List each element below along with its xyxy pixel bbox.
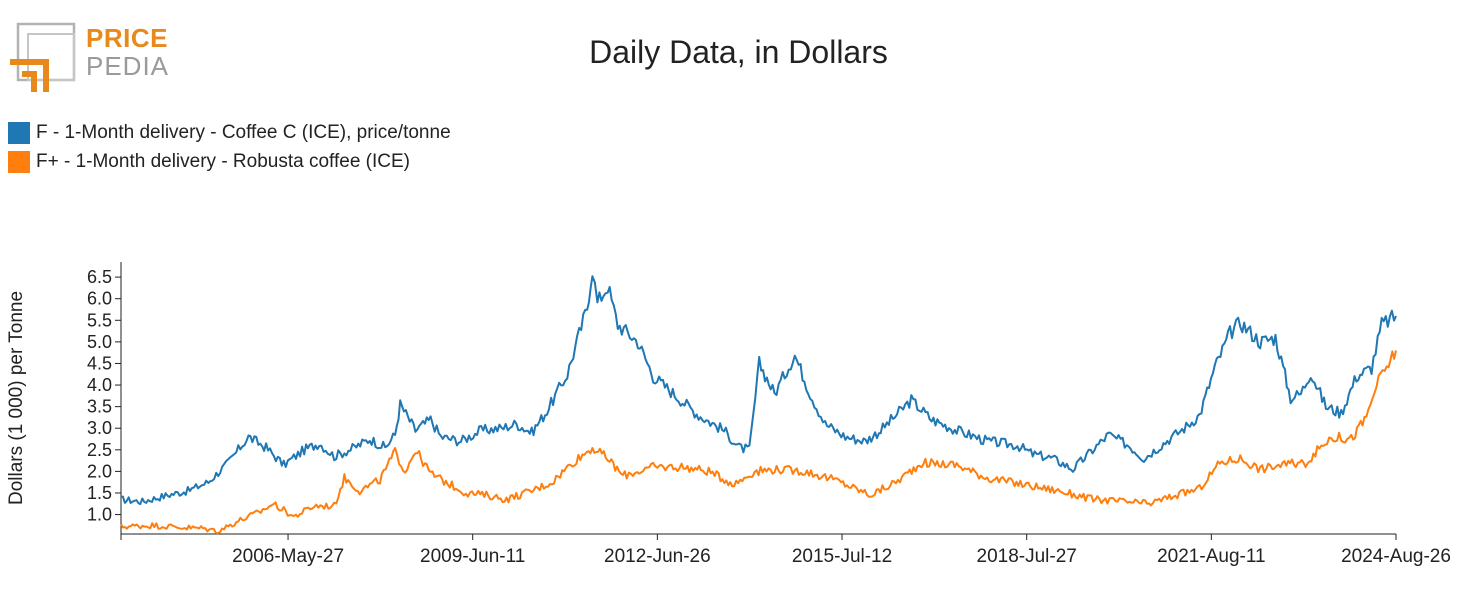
x-tick-label: 2018-Jul-27	[977, 546, 1077, 567]
logo-mark	[10, 22, 76, 92]
y-tick-label: 6.5	[87, 267, 112, 287]
x-axis: 2006-May-27 2009-Jun-11 2012-Jun-26 2015-Ju…	[120, 533, 1451, 567]
y-axis: 1.01.52.02.53.03.54.04.55.05.56.06.5	[87, 262, 122, 534]
y-tick-label: 4.0	[87, 375, 112, 395]
x-tick-label: 2009-Jun-11	[420, 546, 525, 567]
legend-swatch-coffee-c	[8, 121, 30, 144]
legend-item-robusta[interactable]: F+ - 1-Month delivery - Robusta coffee (…	[8, 147, 451, 176]
y-tick-label: 5.5	[87, 310, 112, 330]
legend-label-robusta: F+ - 1-Month delivery - Robusta coffee (…	[36, 150, 410, 172]
series-layer	[120, 275, 1397, 535]
legend-label-coffee-c: F - 1-Month delivery - Coffee C (ICE), p…	[36, 121, 451, 143]
x-tick-label: 2024-Aug-26	[1341, 546, 1451, 567]
y-tick-label: 4.5	[87, 353, 112, 373]
y-tick-label: 6.0	[87, 289, 112, 309]
legend-swatch-robusta	[8, 150, 30, 173]
y-tick-label: 2.5	[87, 440, 112, 460]
y-tick-label: 2.0	[87, 461, 112, 481]
logo-word-price: PRICE	[86, 23, 168, 53]
legend-item-coffee-c[interactable]: F - 1-Month delivery - Coffee C (ICE), p…	[8, 118, 451, 147]
x-tick-label: 2006-May-27	[232, 546, 344, 567]
x-tick-label: 2021-Aug-11	[1157, 546, 1265, 567]
y-tick-label: 1.0	[87, 505, 112, 525]
series-line-robusta[interactable]	[120, 350, 1397, 535]
y-tick-label: 1.5	[87, 483, 112, 503]
pricepedia-logo: PRICE PEDIA	[8, 22, 168, 94]
legend: F - 1-Month delivery - Coffee C (ICE), p…	[8, 118, 451, 176]
chart-title: Daily Data, in Dollars	[589, 34, 888, 70]
x-tick-label: 2015-Jul-12	[792, 546, 892, 567]
y-tick-label: 3.5	[87, 397, 112, 417]
x-tick-label: 2012-Jun-26	[604, 546, 711, 567]
series-line-coffee-c[interactable]	[121, 275, 1397, 506]
y-tick-label: 5.0	[87, 332, 112, 352]
logo-word-pedia: PEDIA	[86, 51, 170, 81]
y-tick-label: 3.0	[87, 418, 112, 438]
